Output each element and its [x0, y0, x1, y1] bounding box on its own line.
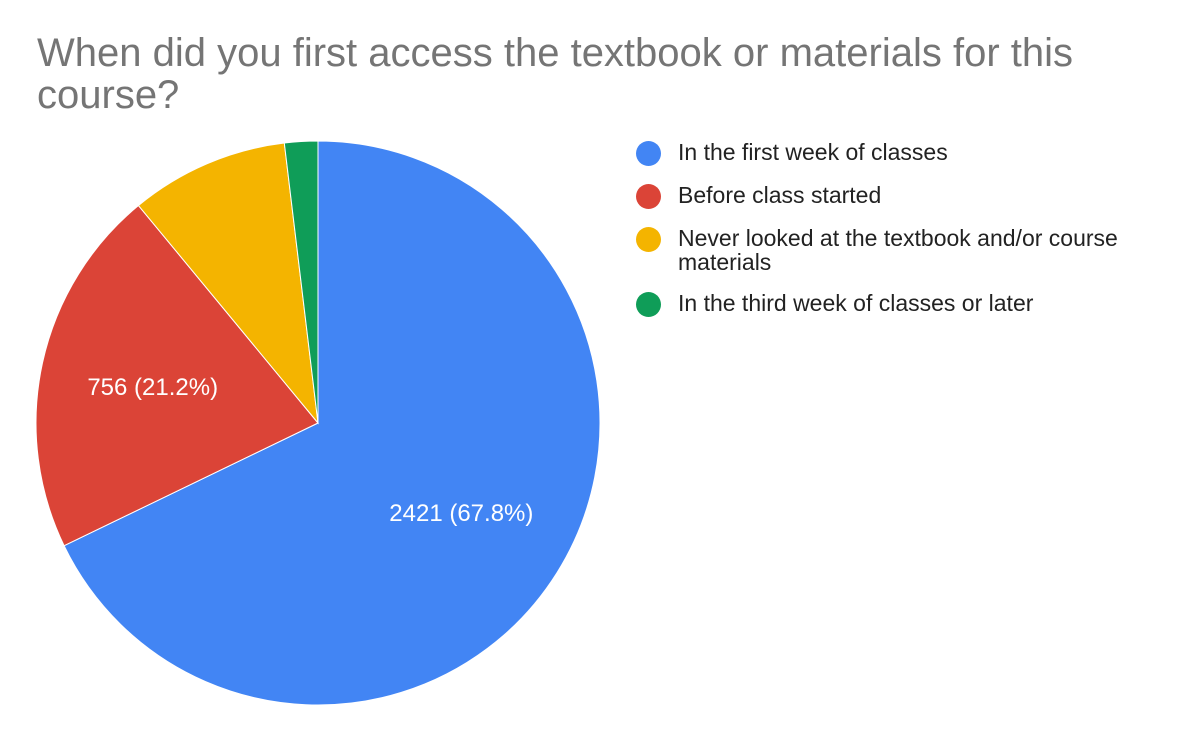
chart-title: When did you first access the textbook o…: [37, 31, 1073, 117]
legend-item-1: Before class started: [636, 183, 1176, 209]
legend-item-3: In the third week of classes or later: [636, 291, 1176, 317]
slice-data-label-1: 756 (21.2%): [87, 374, 218, 401]
legend-swatch-icon: [636, 184, 661, 209]
legend-item-2: Never looked at the textbook and/or cour…: [636, 226, 1176, 274]
pie-slice-0: [63, 140, 601, 706]
legend-label: Before class started: [678, 182, 882, 208]
legend-item-0: In the first week of classes: [636, 140, 1176, 166]
legend-swatch-icon: [636, 141, 661, 166]
chart-legend: In the first week of classes Before class…: [636, 140, 1176, 334]
pie-slice-2: [137, 142, 319, 425]
pie-slice-1: [35, 204, 319, 547]
legend-label: In the third week of classes or later: [678, 290, 1034, 316]
slice-data-label-0: 2421 (67.8%): [389, 500, 533, 527]
legend-swatch-icon: [636, 292, 661, 317]
pie-slice-3: [283, 140, 319, 424]
legend-swatch-icon: [636, 227, 661, 252]
legend-label: Never looked at the textbook and/or cour…: [678, 225, 1118, 275]
legend-label: In the first week of classes: [678, 139, 948, 165]
